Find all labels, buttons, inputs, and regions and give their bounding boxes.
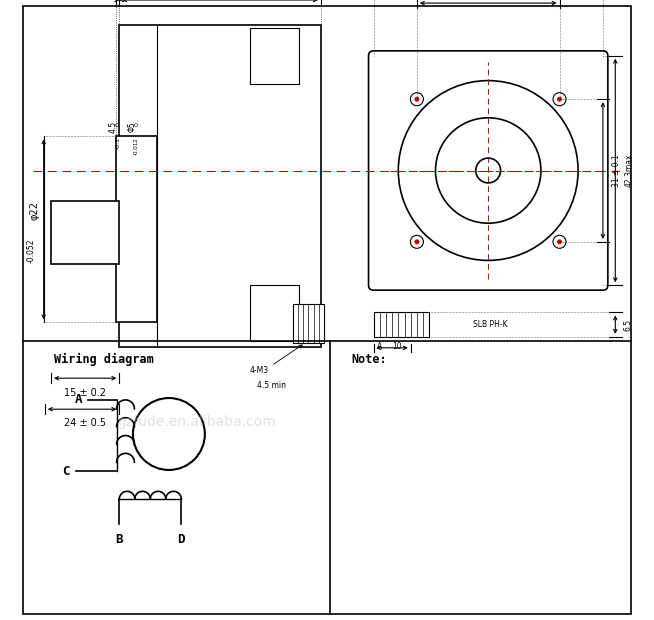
Circle shape	[436, 118, 541, 223]
Text: 24 ± 0.5: 24 ± 0.5	[64, 418, 106, 428]
Text: -0.1: -0.1	[116, 136, 120, 149]
Bar	[119, 25, 321, 347]
Text: 15 ± 0.2: 15 ± 0.2	[64, 388, 106, 397]
Text: A: A	[75, 394, 82, 406]
Bar	[249, 28, 299, 84]
Text: φ22: φ22	[29, 202, 39, 220]
Text: 6.5: 6.5	[623, 319, 632, 330]
Circle shape	[557, 239, 562, 244]
Text: Wiring diagram: Wiring diagram	[54, 353, 154, 366]
Text: 0: 0	[116, 122, 120, 126]
Text: -0.052: -0.052	[27, 239, 36, 264]
Circle shape	[415, 97, 419, 102]
Text: B: B	[116, 533, 123, 546]
Bar	[373, 312, 429, 337]
Text: 10: 10	[392, 342, 402, 351]
Circle shape	[557, 97, 562, 102]
Text: 31 ± 0.1: 31 ± 0.1	[612, 154, 621, 187]
Bar	[116, 136, 156, 322]
Text: D: D	[177, 533, 185, 546]
Text: 4.5 min: 4.5 min	[257, 381, 286, 391]
Text: 4-M3: 4-M3	[249, 366, 268, 375]
Text: C: C	[62, 465, 70, 477]
Text: Φ5: Φ5	[127, 122, 136, 133]
Text: A: A	[377, 342, 382, 351]
Bar	[293, 304, 324, 343]
Bar	[249, 285, 299, 341]
Text: 42.3max: 42.3max	[625, 154, 634, 187]
Text: 4.5: 4.5	[109, 121, 118, 133]
Text: Note:: Note:	[352, 353, 387, 366]
FancyBboxPatch shape	[369, 51, 608, 290]
Circle shape	[476, 158, 500, 183]
Text: SLB PH-K: SLB PH-K	[473, 320, 508, 329]
Circle shape	[415, 239, 419, 244]
Circle shape	[398, 81, 578, 260]
Bar	[51, 202, 119, 264]
Text: 0: 0	[134, 122, 139, 126]
Text: gzfude.en.alibaba.com: gzfude.en.alibaba.com	[118, 415, 276, 428]
Text: -0.012: -0.012	[134, 137, 139, 154]
